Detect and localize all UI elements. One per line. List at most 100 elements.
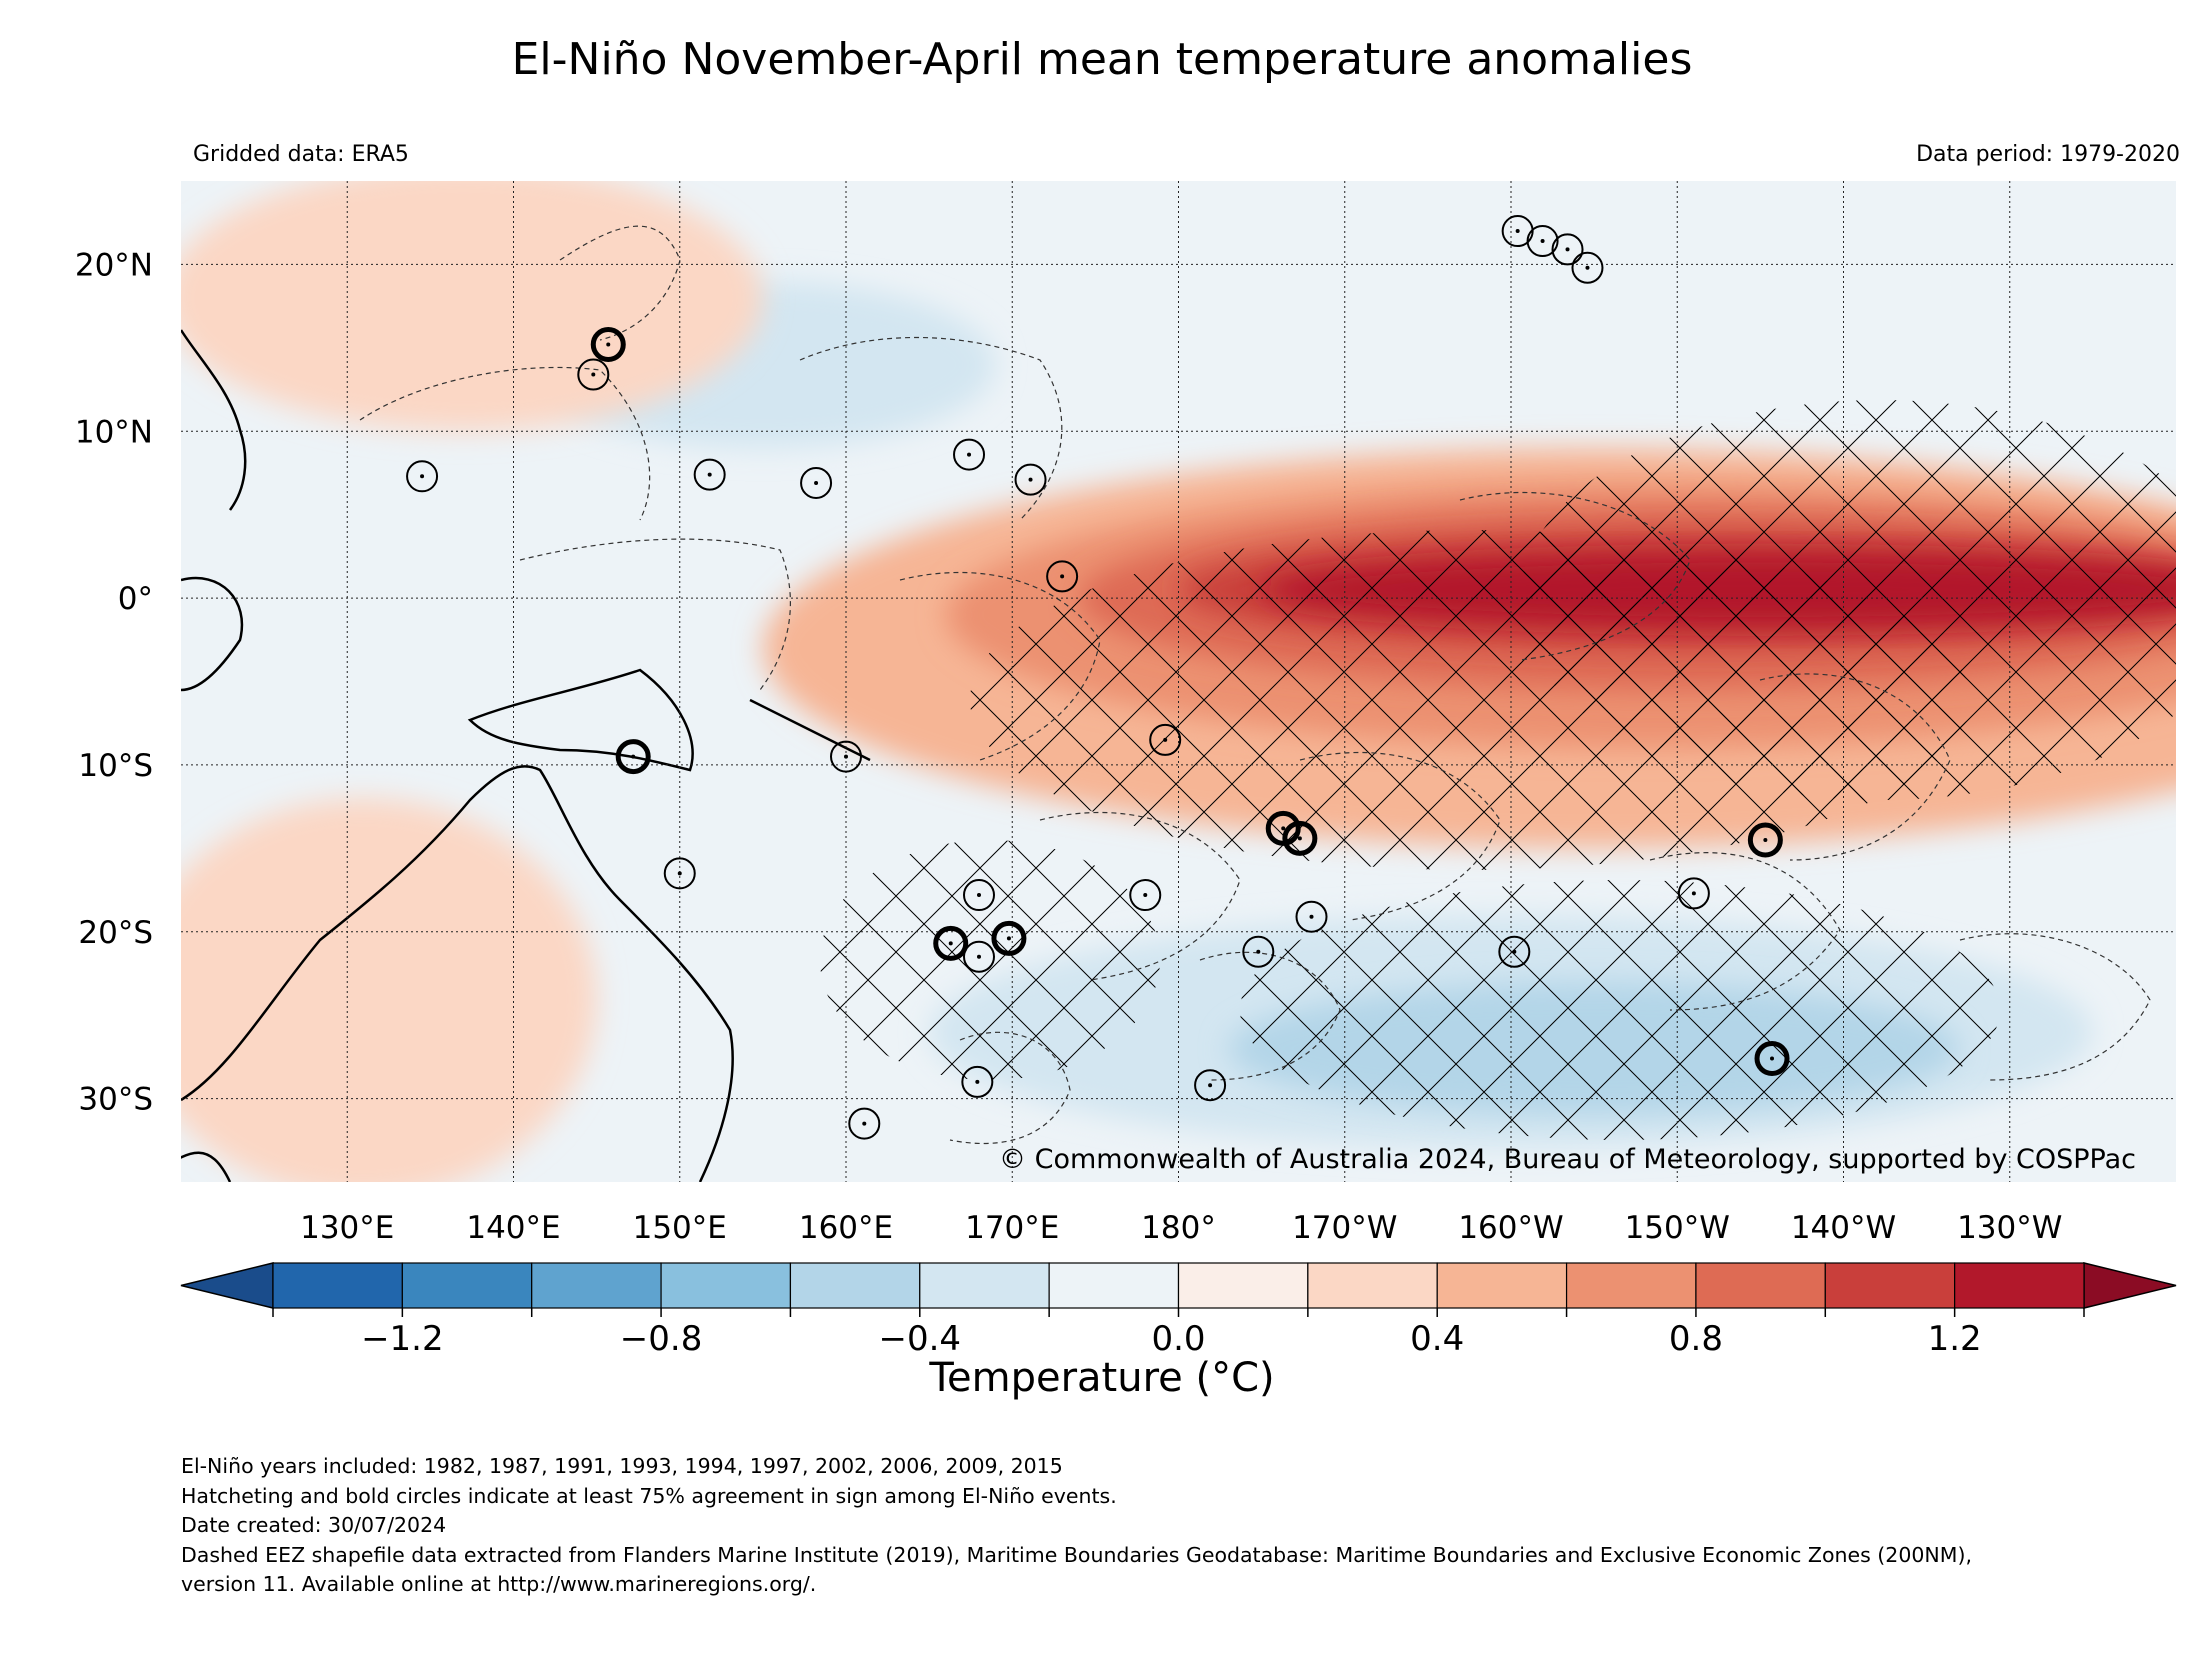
colorbar-segment: [272, 1262, 403, 1309]
copyright-notice: © Commonwealth of Australia 2024, Bureau…: [999, 1144, 2136, 1175]
anomaly-northwest-warm: [181, 181, 763, 432]
island-circle: [1295, 900, 1328, 933]
island-dot: [1143, 893, 1148, 898]
colorbar-segment: [1307, 1262, 1438, 1309]
island-dot: [1297, 836, 1302, 841]
island-circle: [1129, 879, 1162, 912]
colorbar-tick-label: −0.4: [879, 1319, 962, 1359]
anomaly-australia-warm: [181, 798, 597, 1182]
map-panel: © Commonwealth of Australia 2024, Bureau…: [181, 181, 2176, 1182]
island-dot: [1281, 826, 1286, 831]
island-circle-bold: [933, 925, 969, 961]
island-circle-bold: [1754, 1041, 1790, 1077]
island-circle: [1571, 251, 1604, 284]
footer-date-created: Date created: 30/07/2024: [181, 1513, 447, 1537]
island-dot: [975, 1079, 980, 1084]
colorbar-segment: [1824, 1262, 1956, 1309]
island-circle: [1677, 877, 1710, 910]
lon-label: 160°E: [799, 1210, 893, 1246]
lon-label: 160°W: [1458, 1210, 1563, 1246]
island-dot: [1515, 229, 1520, 234]
island-dot: [977, 954, 981, 959]
colorbar-under-triangle: [180, 1262, 274, 1309]
colorbar-segment: [401, 1262, 533, 1309]
latitude-labels: 20°N 10°N 0° 10°S 20°S 30°S: [75, 247, 153, 1117]
lat-label: 0°: [118, 581, 153, 617]
island-dot: [862, 1121, 867, 1126]
island-circle: [953, 438, 986, 471]
island-circle: [693, 458, 726, 491]
lon-label: 130°E: [300, 1210, 394, 1246]
island-circle-bold: [1282, 820, 1318, 856]
colorbar: −1.2 −0.8 −0.4 0.0 0.4 0.8 1.2: [180, 1262, 2177, 1359]
footer-hatching-note: Hatcheting and bold circles indicate at …: [181, 1483, 1117, 1508]
island-circle: [1498, 935, 1531, 968]
colorbar-label: Temperature (°C): [929, 1355, 1275, 1401]
new-zealand-north: [181, 1151, 232, 1182]
footer-notes: El-Niño years included: 1982, 1987, 1991…: [181, 1452, 1972, 1600]
colorbar-segment: [1954, 1262, 2085, 1309]
island-dot: [977, 893, 981, 898]
island-circle: [830, 740, 862, 773]
island-dot: [677, 871, 682, 876]
colorbar-tick-label: 0.0: [1151, 1319, 1205, 1359]
lon-label: 150°W: [1625, 1210, 1730, 1246]
colorbar-segment: [789, 1262, 921, 1309]
island-dot: [1540, 239, 1545, 244]
eez-boundaries: [359, 225, 2151, 1145]
colorbar-tick-label: 1.2: [1928, 1319, 1982, 1359]
island-dot: [1309, 914, 1314, 919]
australia-coastline: [181, 765, 734, 1182]
island-circle: [963, 940, 995, 973]
colorbar-tick-label: −0.8: [620, 1319, 703, 1359]
colorbar-tick-label: −1.2: [361, 1319, 444, 1359]
island-dot: [1585, 265, 1590, 270]
lon-label: 140°W: [1791, 1210, 1896, 1246]
island-dot: [1691, 891, 1696, 896]
footer-years: El-Niño years included: 1982, 1987, 1991…: [181, 1454, 1063, 1478]
island-dot: [1163, 737, 1168, 742]
island-dot: [1256, 949, 1261, 954]
coastlines: [181, 329, 871, 1182]
island-circle: [800, 466, 833, 499]
island-dot: [948, 941, 953, 946]
graticule: [181, 181, 2176, 1182]
island-dot: [1006, 936, 1011, 941]
lon-label: 170°W: [1292, 1210, 1397, 1246]
island-dot: [631, 754, 636, 759]
colorbar-tick-label: 0.4: [1410, 1319, 1464, 1359]
island-circle: [1149, 723, 1182, 756]
island-circle: [577, 358, 610, 391]
island-dot: [591, 372, 596, 377]
island-circle: [1046, 560, 1079, 593]
footer-eez-source-cont: version 11. Available online at http://w…: [181, 1572, 817, 1596]
lat-label: 10°S: [78, 748, 153, 784]
colorbar-segment: [1695, 1262, 1826, 1309]
lat-label: 30°S: [78, 1082, 153, 1118]
data-period-label: Data period: 1979-2020: [1916, 142, 2180, 167]
island-circle-bold: [615, 739, 651, 775]
colorbar-segment: [1565, 1262, 1697, 1309]
island-circle: [848, 1107, 881, 1140]
colorbar-over-triangle: [2083, 1262, 2177, 1309]
island-dot: [1565, 247, 1570, 252]
new-guinea-coastline: [467, 668, 694, 772]
island-circle: [963, 879, 995, 912]
island-dot: [420, 474, 425, 479]
island-circle-bold: [1747, 822, 1783, 858]
solomon-islands: [749, 698, 871, 762]
hatching-agreement: [820, 400, 2176, 1140]
island-dot: [707, 472, 712, 477]
colorbar-segment: [660, 1262, 792, 1309]
gridded-data-label: Gridded data: ERA5: [193, 142, 409, 167]
colorbar-segment: [1177, 1262, 1309, 1309]
island-circle: [406, 460, 439, 493]
colorbar-segment: [531, 1262, 662, 1309]
island-dot: [1060, 574, 1065, 579]
colorbar-tick-label: 0.8: [1669, 1319, 1723, 1359]
lat-label: 10°N: [75, 414, 153, 450]
lon-label: 130°W: [1957, 1210, 2062, 1246]
lat-label: 20°S: [78, 915, 153, 951]
island-dot: [967, 452, 972, 457]
